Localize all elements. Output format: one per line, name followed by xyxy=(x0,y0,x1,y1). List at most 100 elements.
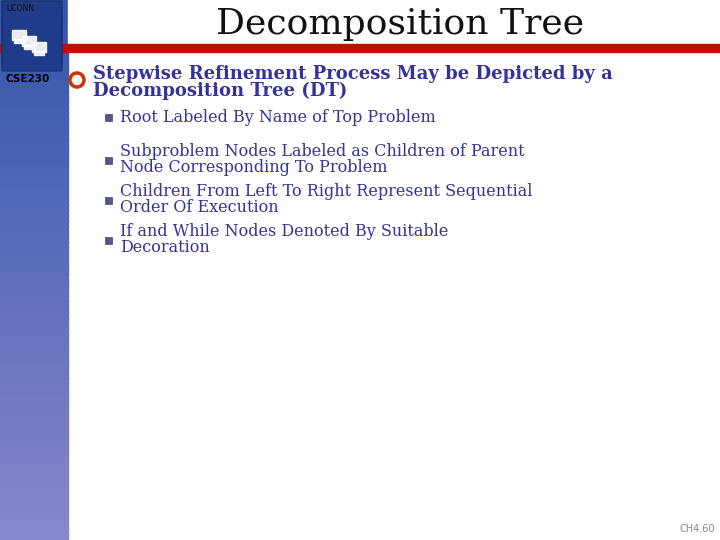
Bar xyxy=(0,453,68,459)
Text: CSE230: CSE230 xyxy=(5,74,49,84)
Bar xyxy=(0,393,68,400)
Bar xyxy=(105,157,112,164)
Bar xyxy=(0,291,68,297)
Bar xyxy=(0,215,68,221)
Bar xyxy=(0,161,68,167)
Bar xyxy=(0,480,68,486)
Bar xyxy=(0,318,68,324)
Bar xyxy=(0,44,720,52)
FancyBboxPatch shape xyxy=(2,1,62,71)
Bar xyxy=(0,415,68,421)
Bar xyxy=(0,258,68,265)
Bar xyxy=(0,91,68,97)
Bar xyxy=(0,274,68,281)
Bar xyxy=(0,188,68,194)
Bar xyxy=(0,296,68,302)
Bar xyxy=(0,382,68,389)
Bar xyxy=(0,361,68,367)
Bar xyxy=(0,53,68,59)
Bar xyxy=(32,42,46,52)
Bar xyxy=(0,172,68,178)
Bar xyxy=(0,485,68,491)
Bar xyxy=(0,64,68,70)
Bar xyxy=(0,199,68,205)
Bar xyxy=(24,45,34,49)
Bar xyxy=(0,156,68,162)
Bar xyxy=(0,426,68,432)
Bar xyxy=(105,237,112,244)
Bar xyxy=(12,30,26,40)
Bar xyxy=(0,501,68,508)
Bar xyxy=(0,463,68,470)
Bar xyxy=(0,517,68,524)
Bar xyxy=(0,490,68,497)
Bar xyxy=(0,145,68,151)
Bar xyxy=(0,37,68,43)
Text: Node Corresponding To Problem: Node Corresponding To Problem xyxy=(120,159,387,177)
Bar xyxy=(0,247,68,254)
Bar xyxy=(0,377,68,383)
Bar xyxy=(0,231,68,238)
Bar xyxy=(0,280,68,286)
Text: Decomposition Tree: Decomposition Tree xyxy=(216,7,584,41)
Bar xyxy=(0,4,68,11)
Bar xyxy=(68,0,720,44)
Text: Stepwise Refinement Process May be Depicted by a: Stepwise Refinement Process May be Depic… xyxy=(93,65,613,83)
Bar xyxy=(0,312,68,319)
Bar xyxy=(0,80,68,86)
Bar xyxy=(0,42,68,49)
Bar xyxy=(0,269,68,275)
Bar xyxy=(0,31,68,38)
Bar xyxy=(0,237,68,243)
Bar xyxy=(0,166,68,173)
Bar xyxy=(0,253,68,259)
Bar xyxy=(0,431,68,437)
Bar xyxy=(0,150,68,157)
Bar xyxy=(0,129,68,135)
Text: Subproblem Nodes Labeled as Children of Parent: Subproblem Nodes Labeled as Children of … xyxy=(120,144,525,160)
Text: Decoration: Decoration xyxy=(120,240,210,256)
Bar xyxy=(0,436,68,443)
Bar xyxy=(0,69,68,76)
Bar xyxy=(0,264,68,270)
Bar xyxy=(0,183,68,189)
Bar xyxy=(0,210,68,216)
Bar xyxy=(0,134,68,140)
Bar xyxy=(0,193,68,200)
Bar xyxy=(0,107,68,113)
Bar xyxy=(0,528,68,535)
Bar xyxy=(0,339,68,346)
Bar xyxy=(0,177,68,184)
Text: Root Labeled By Name of Top Problem: Root Labeled By Name of Top Problem xyxy=(120,109,436,125)
Bar xyxy=(0,350,68,356)
Bar xyxy=(0,10,68,16)
Bar xyxy=(0,355,68,362)
Bar xyxy=(0,534,68,540)
Bar xyxy=(0,399,68,405)
Bar xyxy=(0,204,68,211)
Bar xyxy=(0,226,68,232)
Bar xyxy=(0,112,68,119)
Bar xyxy=(0,48,68,54)
Bar xyxy=(0,409,68,416)
Bar xyxy=(0,118,68,124)
Bar xyxy=(0,404,68,410)
Bar xyxy=(22,36,36,46)
Bar xyxy=(0,242,68,248)
Bar xyxy=(0,388,68,394)
Bar xyxy=(0,285,68,292)
Bar xyxy=(105,114,112,121)
Bar xyxy=(0,220,68,227)
Bar xyxy=(0,102,68,108)
Text: CH4.60: CH4.60 xyxy=(680,524,715,534)
Bar xyxy=(0,420,68,427)
Bar xyxy=(0,366,68,373)
Bar xyxy=(0,58,68,65)
Bar xyxy=(0,469,68,475)
Bar xyxy=(0,512,68,518)
Bar xyxy=(0,523,68,529)
Bar xyxy=(0,474,68,481)
Bar xyxy=(0,323,68,329)
Bar xyxy=(0,372,68,378)
Bar xyxy=(0,301,68,308)
